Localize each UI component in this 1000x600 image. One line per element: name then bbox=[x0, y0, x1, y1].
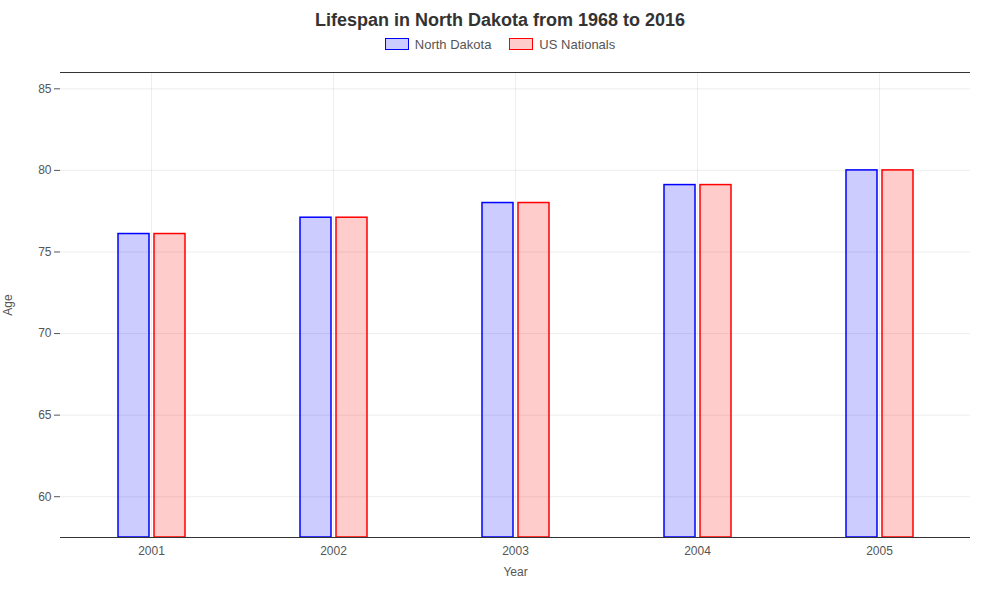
svg-text:70: 70 bbox=[38, 326, 52, 340]
svg-text:2003: 2003 bbox=[502, 544, 529, 558]
svg-text:2004: 2004 bbox=[684, 544, 711, 558]
svg-text:65: 65 bbox=[38, 408, 52, 422]
html-text:Lifespan in North Dakota from: Lifespan in North Dakota from 1968 to 20… bbox=[314, 10, 685, 30]
svg-text:2002: 2002 bbox=[320, 544, 347, 558]
svg-text:Age: Age bbox=[1, 294, 15, 316]
svg-text:Year: Year bbox=[503, 565, 527, 579]
svg-text:85: 85 bbox=[38, 82, 52, 96]
svg-text:80: 80 bbox=[38, 163, 52, 177]
svg-text:2005: 2005 bbox=[866, 544, 893, 558]
html-text:US Nationals: US Nationals bbox=[539, 36, 616, 52]
html-text:North Dakota: North Dakota bbox=[414, 36, 492, 52]
svg-text:2001: 2001 bbox=[138, 544, 165, 558]
svg-text:60: 60 bbox=[38, 490, 52, 504]
svg-text:75: 75 bbox=[38, 245, 52, 259]
